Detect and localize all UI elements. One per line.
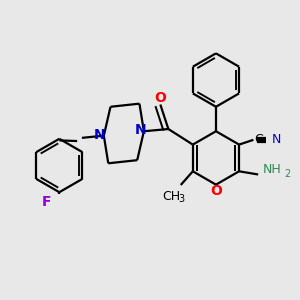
Text: N: N [272, 133, 281, 146]
Text: N: N [135, 123, 146, 137]
Text: C: C [254, 133, 263, 146]
Text: 3: 3 [178, 194, 184, 204]
Text: 2: 2 [284, 169, 291, 179]
Text: O: O [154, 91, 166, 105]
Text: NH: NH [263, 163, 282, 176]
Text: CH: CH [162, 190, 180, 202]
Text: N: N [94, 128, 106, 142]
Text: F: F [42, 195, 51, 209]
Text: O: O [210, 184, 222, 198]
